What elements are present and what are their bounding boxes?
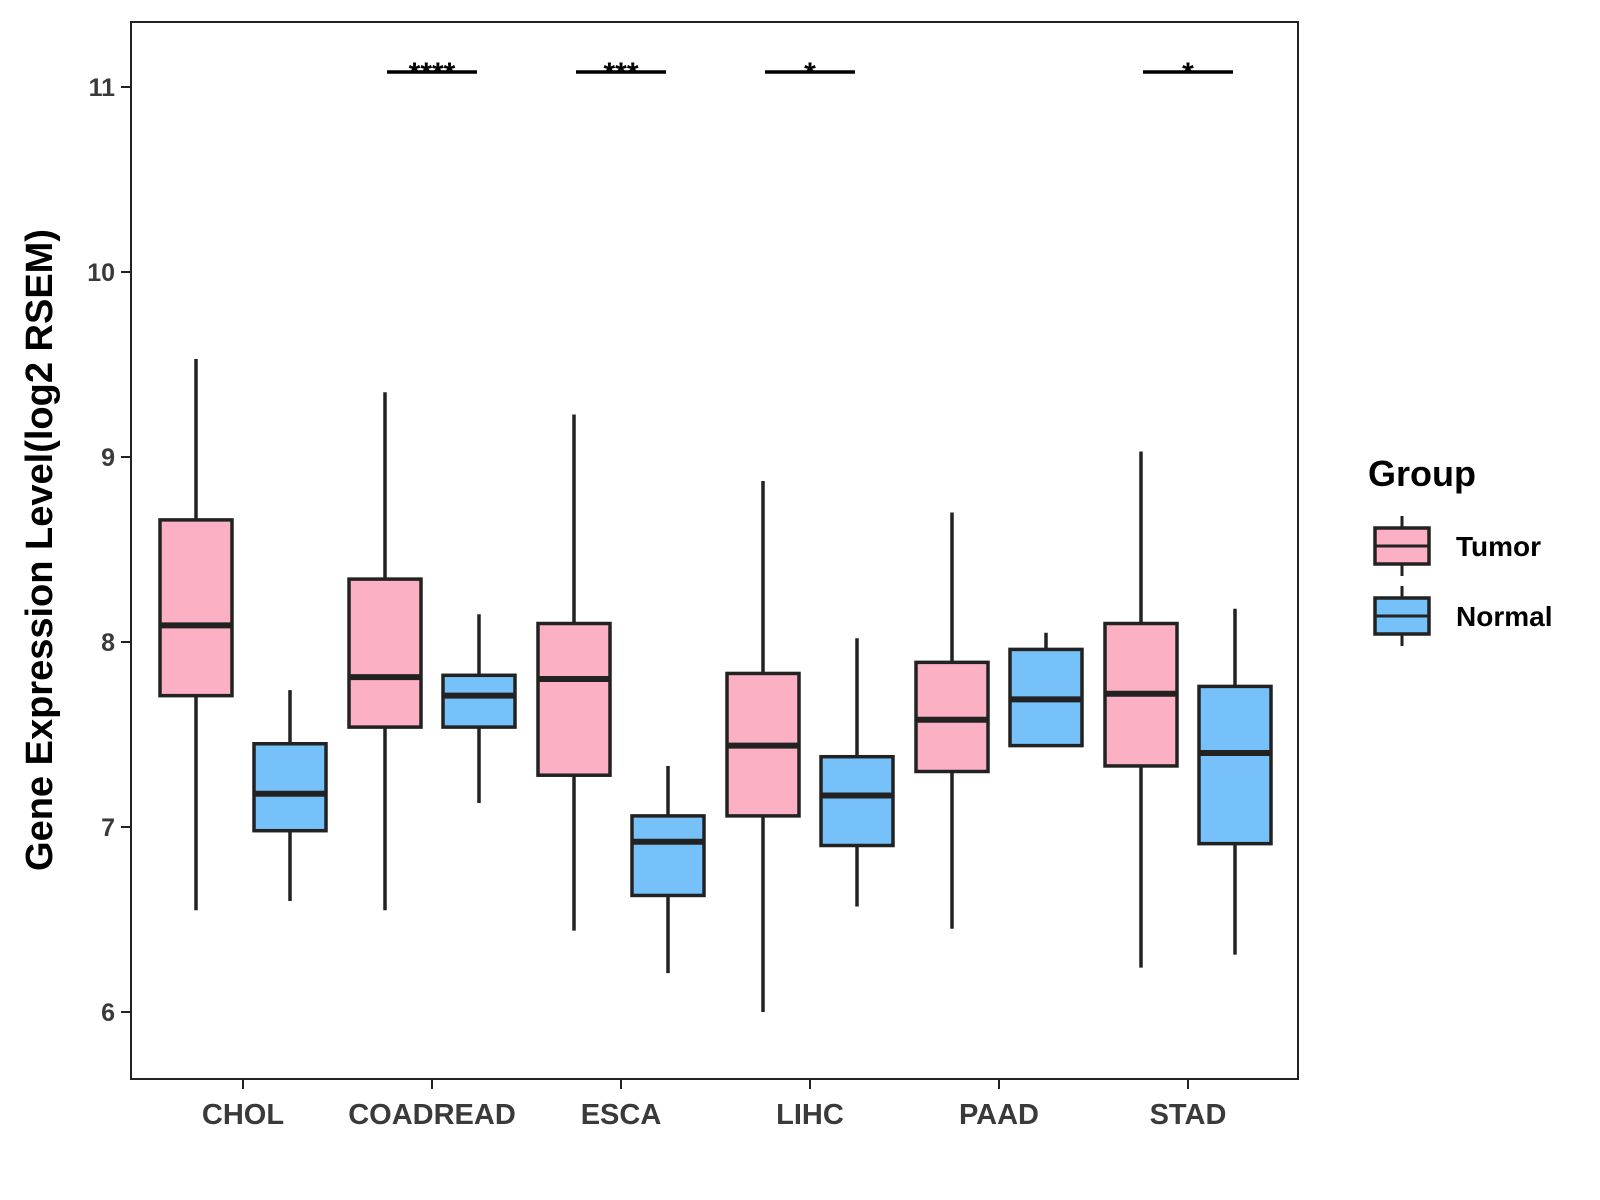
box-body bbox=[347, 577, 423, 729]
x-tick-label: COADREAD bbox=[348, 1099, 516, 1131]
y-tick-label: 7 bbox=[101, 814, 115, 842]
tumor-box-esca bbox=[536, 414, 612, 931]
y-tick-label: 10 bbox=[87, 259, 115, 287]
legend-label: Normal bbox=[1456, 601, 1552, 632]
x-tick-label: STAD bbox=[1150, 1099, 1227, 1131]
legend-label: Tumor bbox=[1456, 531, 1541, 562]
y-tick-label: 9 bbox=[101, 444, 115, 472]
box-body bbox=[536, 621, 612, 777]
significance-label: *** bbox=[603, 57, 638, 90]
box-body bbox=[819, 754, 895, 848]
box-body bbox=[158, 518, 234, 698]
tumor-box-coadread bbox=[347, 392, 423, 911]
tumor-box-paad bbox=[914, 512, 990, 929]
y-tick-label: 11 bbox=[89, 74, 116, 102]
box-body bbox=[1197, 684, 1273, 846]
tumor-box-chol bbox=[158, 358, 234, 911]
normal-box-paad bbox=[1008, 632, 1084, 748]
significance-label: * bbox=[1182, 57, 1194, 90]
legend-title: Group bbox=[1368, 453, 1476, 494]
legend: Group Tumor Normal bbox=[1368, 453, 1552, 646]
tumor-box-lihc bbox=[725, 481, 801, 1012]
significance-label: **** bbox=[409, 57, 456, 90]
normal-box-chol bbox=[252, 690, 328, 901]
x-tick-label: CHOL bbox=[202, 1099, 284, 1131]
box-series bbox=[158, 358, 1273, 1012]
y-tick-label: 8 bbox=[101, 629, 115, 657]
x-tick-label: LIHC bbox=[776, 1099, 844, 1131]
normal-box-coadread bbox=[441, 614, 517, 803]
normal-box-esca bbox=[630, 765, 706, 974]
y-axis: 6 7 8 9 10 11 bbox=[87, 74, 131, 1027]
y-axis-title: Gene Expression Level(log2 RSEM) bbox=[19, 229, 61, 871]
x-tick-label: PAAD bbox=[959, 1099, 1039, 1131]
box-body bbox=[441, 673, 517, 729]
normal-box-stad bbox=[1197, 608, 1273, 955]
box-body bbox=[630, 814, 706, 898]
panel-border bbox=[130, 21, 1299, 1080]
x-tick-label: ESCA bbox=[581, 1099, 662, 1131]
tumor-box-stad bbox=[1103, 451, 1179, 968]
normal-box-lihc bbox=[819, 638, 895, 907]
x-axis: CHOL COADREAD ESCA LIHC PAAD STAD bbox=[202, 1079, 1226, 1131]
significance-annotations: **** *** * * bbox=[387, 57, 1233, 90]
y-tick-label: 6 bbox=[101, 999, 115, 1027]
significance-label: * bbox=[804, 57, 816, 90]
box-body bbox=[252, 742, 328, 833]
legend-item-tumor: Tumor bbox=[1373, 516, 1541, 576]
legend-item-normal: Normal bbox=[1373, 586, 1552, 646]
